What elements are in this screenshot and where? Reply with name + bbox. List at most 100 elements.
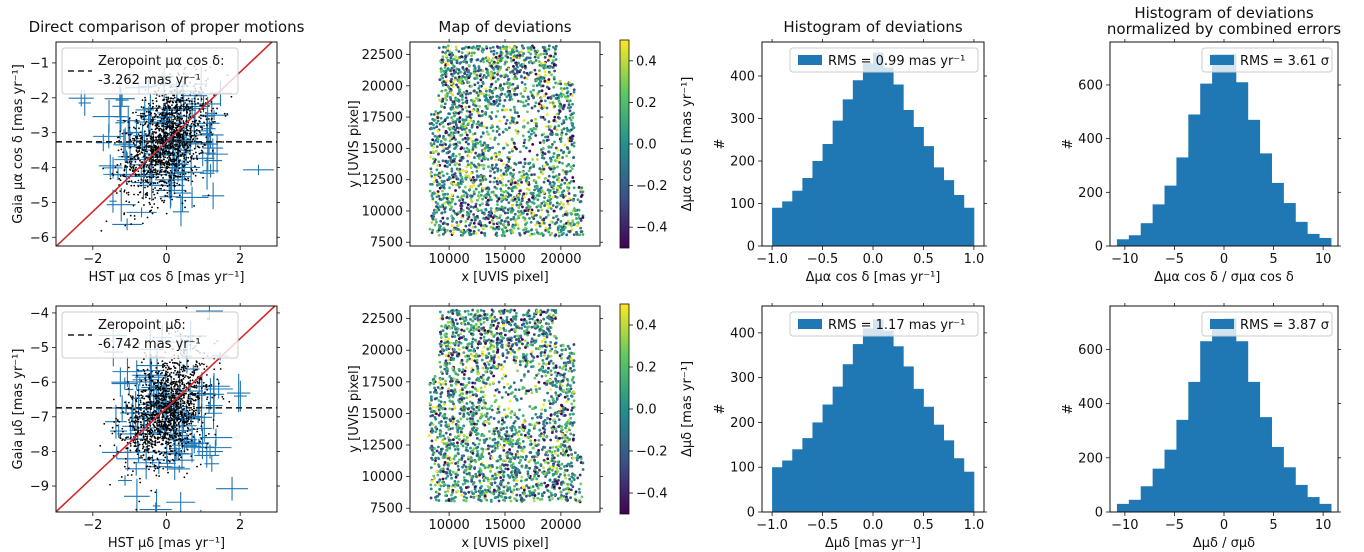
data-point bbox=[119, 175, 122, 177]
data-point bbox=[435, 121, 439, 125]
y-tick-label: 17500 bbox=[362, 111, 403, 126]
data-point bbox=[461, 233, 465, 237]
data-point bbox=[178, 142, 181, 145]
data-point bbox=[573, 223, 576, 226]
data-point bbox=[572, 164, 576, 168]
data-point bbox=[195, 386, 198, 389]
data-point bbox=[441, 55, 445, 59]
data-point bbox=[468, 231, 471, 235]
data-point bbox=[177, 133, 179, 136]
data-point bbox=[155, 173, 158, 176]
data-point bbox=[175, 99, 178, 102]
data-point bbox=[436, 173, 440, 177]
data-point bbox=[156, 122, 158, 125]
data-point bbox=[176, 390, 179, 393]
data-point bbox=[435, 145, 439, 149]
data-point bbox=[174, 159, 177, 162]
data-point bbox=[501, 45, 505, 48]
data-point bbox=[552, 167, 555, 171]
plot-area bbox=[56, 306, 277, 512]
data-point bbox=[480, 159, 484, 163]
data-point bbox=[157, 145, 160, 148]
data-point bbox=[461, 108, 465, 111]
plot-area bbox=[772, 52, 975, 246]
data-point bbox=[431, 138, 435, 142]
data-point bbox=[179, 135, 182, 138]
data-point bbox=[179, 404, 182, 407]
data-point bbox=[194, 120, 196, 123]
data-point bbox=[466, 69, 470, 72]
data-point bbox=[487, 100, 491, 104]
data-point bbox=[151, 117, 154, 119]
data-point bbox=[570, 167, 574, 171]
data-point bbox=[174, 426, 177, 429]
data-point bbox=[468, 223, 471, 227]
data-point bbox=[542, 52, 546, 56]
data-point bbox=[145, 165, 148, 168]
data-point bbox=[479, 223, 483, 227]
data-point bbox=[522, 144, 526, 148]
data-point bbox=[458, 199, 461, 202]
data-point bbox=[536, 49, 540, 53]
data-point bbox=[484, 87, 488, 91]
data-point bbox=[476, 198, 479, 202]
data-point bbox=[149, 111, 152, 114]
data-point bbox=[485, 89, 488, 93]
data-point bbox=[165, 173, 168, 176]
data-point bbox=[141, 148, 144, 150]
data-point bbox=[491, 129, 495, 133]
data-point bbox=[111, 426, 114, 429]
legend-box bbox=[1201, 47, 1333, 73]
data-point bbox=[450, 116, 454, 119]
data-point bbox=[230, 95, 233, 98]
data-point bbox=[509, 56, 513, 60]
data-point bbox=[143, 448, 146, 451]
data-point bbox=[484, 93, 488, 97]
x-tick-label: −2 bbox=[83, 252, 102, 267]
data-point bbox=[129, 165, 132, 168]
data-point bbox=[156, 373, 158, 375]
data-point bbox=[192, 405, 195, 408]
data-point bbox=[145, 196, 147, 199]
data-point bbox=[185, 374, 187, 377]
data-point bbox=[451, 53, 455, 57]
data-point bbox=[148, 176, 151, 179]
data-point bbox=[503, 47, 506, 51]
y-tick-label: 300 bbox=[730, 112, 755, 127]
data-point bbox=[128, 201, 131, 204]
data-point bbox=[134, 144, 136, 147]
data-point bbox=[465, 213, 469, 217]
data-point bbox=[523, 209, 527, 213]
data-point bbox=[172, 174, 175, 177]
data-point bbox=[541, 151, 545, 154]
data-point bbox=[535, 228, 538, 232]
data-point bbox=[166, 123, 169, 125]
data-point bbox=[560, 228, 564, 232]
data-point bbox=[562, 119, 566, 122]
data-point bbox=[568, 230, 572, 234]
data-point bbox=[544, 92, 548, 96]
data-point bbox=[129, 133, 132, 136]
data-point bbox=[474, 46, 478, 50]
data-point bbox=[548, 101, 552, 105]
data-point bbox=[182, 141, 184, 143]
data-point bbox=[460, 178, 464, 182]
data-point bbox=[156, 156, 159, 159]
data-point bbox=[159, 461, 161, 464]
data-point bbox=[473, 77, 477, 80]
data-point bbox=[569, 83, 573, 87]
data-point bbox=[161, 94, 164, 97]
data-point bbox=[143, 140, 146, 142]
data-point bbox=[441, 99, 445, 103]
data-point bbox=[541, 234, 545, 237]
data-point bbox=[193, 147, 196, 150]
data-point bbox=[505, 52, 509, 56]
data-point bbox=[484, 207, 488, 211]
data-point bbox=[522, 52, 526, 55]
data-point bbox=[150, 119, 153, 121]
data-point bbox=[569, 118, 573, 122]
data-point bbox=[498, 119, 502, 123]
data-point bbox=[552, 164, 555, 168]
data-point bbox=[463, 201, 467, 205]
data-point bbox=[529, 191, 533, 195]
